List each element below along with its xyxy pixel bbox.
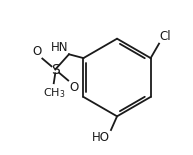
Text: O: O (32, 45, 41, 58)
Text: S: S (51, 62, 60, 77)
Text: HO: HO (92, 131, 110, 144)
Text: HN: HN (51, 40, 68, 53)
Text: CH$_3$: CH$_3$ (42, 86, 65, 100)
Text: Cl: Cl (160, 30, 171, 43)
Text: O: O (69, 81, 78, 94)
